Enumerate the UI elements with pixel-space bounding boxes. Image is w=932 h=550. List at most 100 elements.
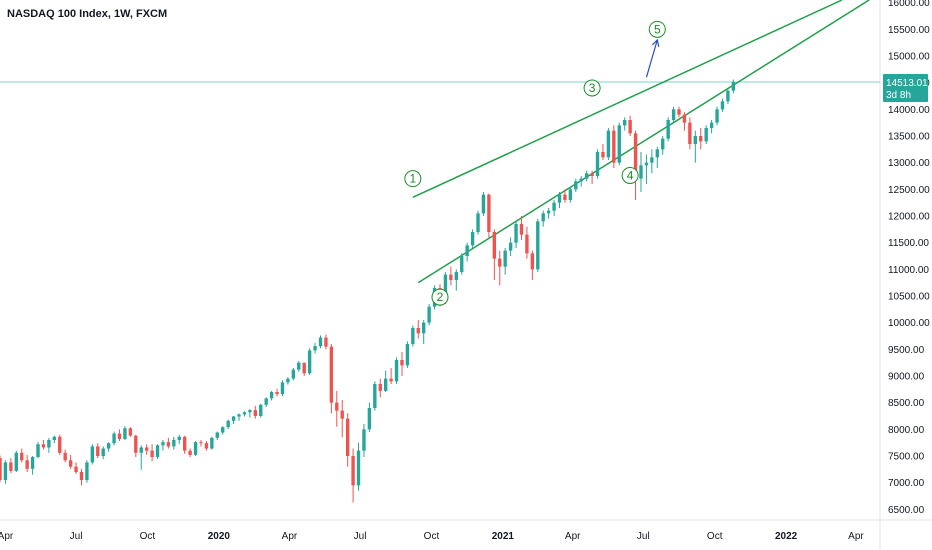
candle-body[interactable] <box>661 138 665 150</box>
candle-body[interactable] <box>248 410 252 413</box>
candle-body[interactable] <box>525 234 529 254</box>
wave-label-circle[interactable] <box>621 166 639 184</box>
candle-body[interactable] <box>85 462 89 480</box>
candle-body[interactable] <box>221 427 225 433</box>
candle-body[interactable] <box>623 120 627 126</box>
candle-body[interactable] <box>340 410 344 419</box>
candle-body[interactable] <box>394 360 399 382</box>
candle-body[interactable] <box>530 253 535 270</box>
candle-body[interactable] <box>161 442 165 446</box>
candle-body[interactable] <box>36 444 40 458</box>
candle-body[interactable] <box>226 420 230 428</box>
candle-body[interactable] <box>498 258 502 267</box>
candle-body[interactable] <box>595 152 600 176</box>
candle-body[interactable] <box>0 458 2 480</box>
candle-body[interactable] <box>96 446 100 456</box>
candle-body[interactable] <box>41 444 46 448</box>
candle-body[interactable] <box>373 384 377 408</box>
candle-body[interactable] <box>329 346 334 403</box>
candle-body[interactable] <box>335 402 339 411</box>
candle-body[interactable] <box>25 460 29 469</box>
candle-body[interactable] <box>449 274 453 280</box>
wave-label-circle[interactable] <box>404 170 422 188</box>
candle-body[interactable] <box>383 378 388 391</box>
candle-body[interactable] <box>422 322 426 334</box>
candle-body[interactable] <box>541 213 545 222</box>
candle-body[interactable] <box>275 392 279 395</box>
candle-body[interactable] <box>633 133 638 179</box>
candle-body[interactable] <box>280 382 285 395</box>
candle-body[interactable] <box>112 433 116 444</box>
candle-body[interactable] <box>568 189 573 200</box>
candle-body[interactable] <box>411 328 415 344</box>
candle-body[interactable] <box>644 162 649 166</box>
candle-body[interactable] <box>47 440 51 448</box>
candle-body[interactable] <box>63 452 67 461</box>
candle-body[interactable] <box>3 462 8 480</box>
candle-body[interactable] <box>487 194 491 232</box>
candle-body[interactable] <box>79 472 84 480</box>
candle-body[interactable] <box>579 178 583 182</box>
candle-body[interactable] <box>123 428 127 439</box>
candle-body[interactable] <box>204 443 209 449</box>
candle-body[interactable] <box>677 109 681 115</box>
candle-body[interactable] <box>400 360 404 366</box>
candle-body[interactable] <box>318 337 323 347</box>
candle-body[interactable] <box>601 152 605 158</box>
candle-body[interactable] <box>460 256 464 272</box>
candle-body[interactable] <box>345 418 350 456</box>
candle-body[interactable] <box>351 456 355 486</box>
wave-label-circle[interactable] <box>583 79 601 97</box>
candle-body[interactable] <box>416 328 420 334</box>
candle-body[interactable] <box>655 149 659 158</box>
candle-body[interactable] <box>476 213 480 232</box>
candle-body[interactable] <box>367 408 372 430</box>
candle-body[interactable] <box>134 435 138 453</box>
candle-body[interactable] <box>454 272 458 280</box>
candle-body[interactable] <box>117 433 122 439</box>
candle-body[interactable] <box>188 450 192 455</box>
candle-body[interactable] <box>688 122 692 144</box>
candle-body[interactable] <box>671 109 676 120</box>
candle-body[interactable] <box>709 122 714 128</box>
candle-body[interactable] <box>269 392 274 399</box>
candle-body[interactable] <box>215 432 219 438</box>
candle-body[interactable] <box>150 450 154 458</box>
candle-body[interactable] <box>699 136 703 142</box>
candle-body[interactable] <box>356 450 361 486</box>
candle-body[interactable] <box>378 384 382 391</box>
candle-body[interactable] <box>231 416 236 421</box>
candle-body[interactable] <box>166 442 171 447</box>
candle-body[interactable] <box>465 245 469 256</box>
candle-body[interactable] <box>101 448 105 456</box>
candle-body[interactable] <box>492 232 497 259</box>
candle-body[interactable] <box>177 436 181 440</box>
candle-body[interactable] <box>563 194 567 200</box>
candle-body[interactable] <box>302 362 306 374</box>
candle-body[interactable] <box>546 210 551 214</box>
candle-body[interactable] <box>405 344 410 366</box>
candle-body[interactable] <box>58 436 62 453</box>
candle-body[interactable] <box>264 398 268 405</box>
candle-body[interactable] <box>90 446 95 463</box>
channel-upper-line[interactable] <box>412 0 843 199</box>
candle-body[interactable] <box>443 274 448 302</box>
candle-body[interactable] <box>682 114 687 123</box>
candle-body[interactable] <box>313 346 317 351</box>
candle-body[interactable] <box>612 130 616 163</box>
projection-arrow[interactable] <box>645 39 658 78</box>
candle-body[interactable] <box>508 242 513 251</box>
candle-body[interactable] <box>199 442 203 444</box>
candle-body[interactable] <box>519 224 524 235</box>
candle-body[interactable] <box>389 378 393 382</box>
candle-body[interactable] <box>590 173 594 176</box>
candle-body[interactable] <box>720 101 725 110</box>
candle-body[interactable] <box>259 404 263 416</box>
candle-body[interactable] <box>536 221 540 270</box>
channel-lower-line[interactable] <box>417 0 870 284</box>
candle-body[interactable] <box>606 130 611 158</box>
candle-body[interactable] <box>297 362 301 370</box>
candle-body[interactable] <box>237 414 241 417</box>
candle-body[interactable] <box>324 337 328 347</box>
